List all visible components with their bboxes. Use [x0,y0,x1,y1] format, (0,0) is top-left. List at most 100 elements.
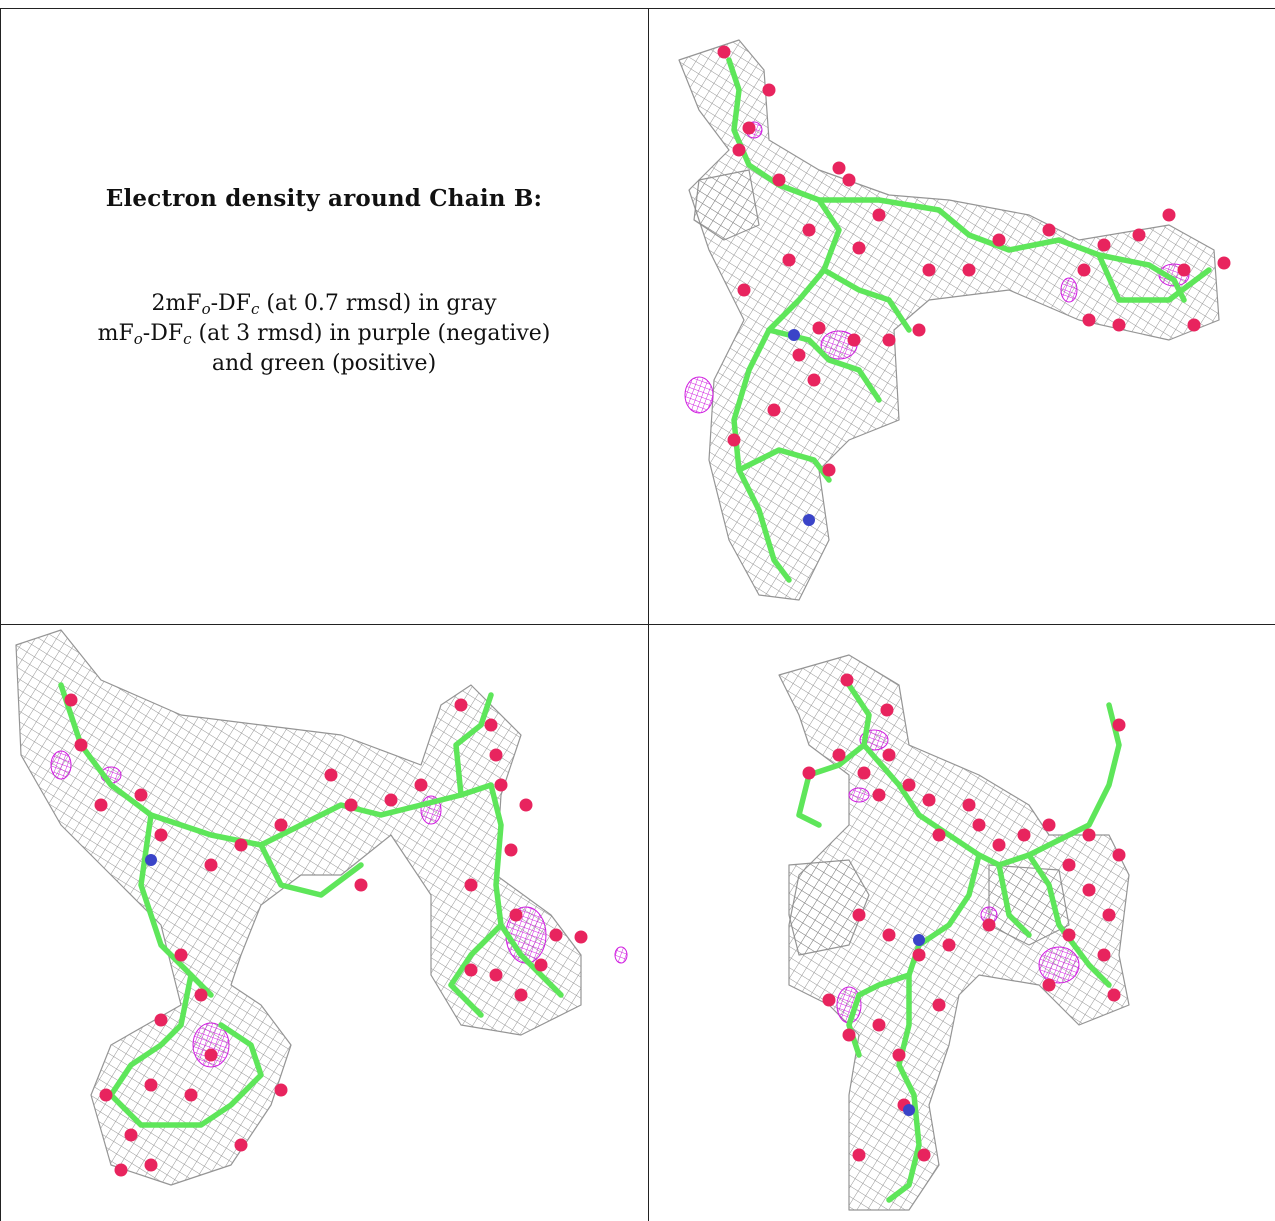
oxygen-atom [972,818,986,832]
bond-stick [1096,252,1212,303]
oxygen-atom [1042,223,1056,237]
oxygen-atom [494,778,508,792]
bond-stick [816,197,1187,303]
negative-density-blob [614,946,628,964]
oxygen-atom [982,918,996,932]
bond-stick [258,842,364,898]
oxygen-atom [942,938,956,952]
oxygen-atom [932,828,946,842]
nitrogen-atom [145,854,157,866]
oxygen-atom [917,1148,931,1162]
oxygen-atom [992,233,1006,247]
nitrogen-atom [788,329,800,341]
bond-stick [996,862,1032,938]
oxygen-atom [1112,848,1126,862]
density-panel-top-right [649,0,1275,624]
oxygen-atom [872,788,886,802]
oxygen-atom [932,998,946,1012]
oxygen-atom [414,778,428,792]
legend-line-difference: mFo-DFc (at 3 rmsd) in purple (negative) [97,321,551,348]
oxygen-atom [489,968,503,982]
oxygen-atom [324,768,338,782]
legend-line-positive: and green (positive) [211,351,437,376]
negative-density-blob [684,376,714,414]
oxygen-atom [94,798,108,812]
oxygen-atom [549,928,563,942]
oxygen-atom [1097,948,1111,962]
oxygen-atom [344,798,358,812]
oxygen-atom [1177,263,1191,277]
oxygen-atom [962,263,976,277]
nitrogen-atom [903,1104,915,1116]
oxygen-atom [534,958,548,972]
negative-density-blob [50,750,72,780]
oxygen-atom [509,908,523,922]
oxygen-atom [114,1163,128,1177]
oxygen-atom [99,1088,113,1102]
oxygen-atom [1062,858,1076,872]
bond-stick [453,692,494,798]
table-middle-border [0,624,1275,625]
oxygen-atom [822,463,836,477]
nitrogen-atom [803,514,815,526]
oxygen-atom [484,718,498,732]
oxygen-atom [842,1028,856,1042]
electron-density-image-1 [678,39,1231,601]
oxygen-atom [822,993,836,1007]
oxygen-atom [384,793,398,807]
oxygen-atom [840,673,854,687]
oxygen-atom [922,793,936,807]
electron-density-image-2 [15,629,628,1186]
table-left-border [0,8,1,1221]
oxygen-atom [1102,908,1116,922]
oxygen-atom [64,693,78,707]
oxygen-atom [782,253,796,267]
table-center-divider [648,8,649,1221]
oxygen-atom [717,45,731,59]
oxygen-atom [792,348,806,362]
oxygen-atom [762,83,776,97]
oxygen-atom [144,1078,158,1092]
oxygen-atom [912,948,926,962]
oxygen-atom [737,283,751,297]
oxygen-atom [732,143,746,157]
oxygen-atom [204,1048,218,1062]
oxygen-atom [1077,263,1091,277]
oxygen-atom [1042,978,1056,992]
nitrogen-atom [913,934,925,946]
oxygen-atom [204,858,218,872]
oxygen-atom [912,323,926,337]
oxygen-atom [857,766,871,780]
bond-stick [796,682,872,828]
oxygen-atom [454,698,468,712]
density-panel-bottom-left [1,625,648,1221]
oxygen-atom [922,263,936,277]
bond-stick [448,922,504,1018]
oxygen-atom [194,988,208,1002]
density-panel-bottom-right [649,625,1275,1221]
oxygen-atom [274,1083,288,1097]
negative-density-blob [1060,277,1078,303]
oxygen-atom [742,121,756,135]
oxygen-atom [902,778,916,792]
oxygen-atom [882,333,896,347]
oxygen-atom [1107,988,1121,1002]
oxygen-atom [1017,828,1031,842]
oxygen-atom [872,1018,886,1032]
negative-density-blob [192,1022,230,1068]
oxygen-atom [154,1013,168,1027]
electron-density-image-3 [778,654,1130,1211]
oxygen-atom [872,208,886,222]
oxygen-atom [144,1158,158,1172]
oxygen-atom [852,908,866,922]
oxygen-atom [514,988,528,1002]
oxygen-atom [767,403,781,417]
oxygen-atom [1217,256,1231,270]
oxygen-atom [847,333,861,347]
oxygen-atom [124,1128,138,1142]
oxygen-atom [519,798,533,812]
bond-stick [1026,702,1122,858]
oxygen-atom [1062,928,1076,942]
oxygen-atom [1162,208,1176,222]
caption-legend: 2mFo-DFc (at 0.7 rmsd) in gray mFo-DFc (… [0,289,648,379]
